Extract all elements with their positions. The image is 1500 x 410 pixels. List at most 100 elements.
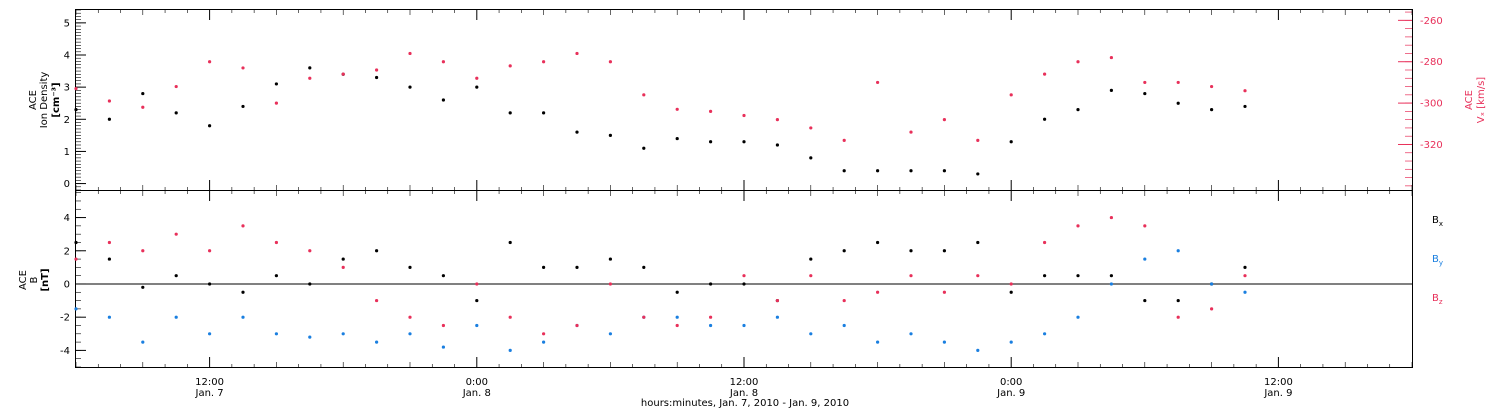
bx-point [909,249,913,253]
bx-point [475,298,479,303]
top-ylabel-line2: Ion Density [39,72,50,129]
by-point [274,332,278,336]
top-right-tick-label: -320 [1420,140,1443,151]
density-point [809,156,813,160]
bottom-panel-frame [75,190,1413,368]
top-ylabel-line3: [cm⁻³] [51,82,62,117]
top-left-tick-label: 1 [64,147,70,158]
vx-point [575,51,579,56]
top-right-ylabel-line1: ACE [1464,90,1475,110]
bz-point [208,249,212,253]
bx-point [174,274,178,278]
vx-point [876,80,880,85]
bz-point [942,290,947,294]
bx-point [876,240,880,245]
bx-point [842,249,846,253]
x-tick-time-label: 12:00 [1264,377,1293,388]
bx-point [642,265,646,269]
density-point [976,172,980,176]
top-left-axis: 0 1 2 3 4 5 [64,9,86,191]
bz-point [909,274,913,278]
density-point [274,82,278,86]
top-right-tick-label: -300 [1420,99,1443,110]
by-point [1076,315,1080,319]
bottom-left-tick-label: 2 [64,246,70,257]
bz-point [675,323,679,328]
density-point [308,66,312,70]
vx-point [1076,60,1080,64]
bx-point [575,265,579,269]
vx-point [976,138,980,142]
bz-point [141,249,145,253]
bx-point [1009,290,1013,294]
bx-point [274,274,278,278]
bx-point [141,285,145,289]
vx-point [842,138,846,142]
by-point [809,332,813,336]
bx-point [208,282,212,286]
top-series-group [74,51,1247,176]
by-point [475,323,479,328]
density-point [876,169,880,173]
density-point [74,108,78,112]
bx-point [107,257,111,261]
density-point [942,169,947,173]
by-point [976,348,980,352]
by-point [1176,249,1180,253]
top-panel-frame [75,9,1413,191]
bottom-left-ylabel: ACE B [nT] [18,268,51,291]
bz-point [742,274,746,278]
bx-point [508,240,512,245]
bottom-left-tick-label: -2 [60,313,70,324]
density-point [1243,104,1247,109]
vx-point [308,76,312,80]
by-point [742,323,746,328]
bz-point [475,282,479,286]
bz-point [1143,224,1147,228]
bz-point [341,265,345,269]
bz-point [174,232,178,236]
density-point [241,104,245,109]
vx-point [475,76,479,80]
vx-point [408,51,412,56]
bz-point [74,257,78,261]
by-point [608,332,613,336]
x-axis-title: hours:minutes, Jan. 7, 2010 - Jan. 9, 20… [641,398,849,409]
bx-point [308,282,312,286]
density-point [742,140,746,144]
bz-point [976,274,980,278]
by-point [909,332,913,336]
density-point [709,140,713,144]
by-point [775,315,780,319]
vx-point [1143,80,1147,85]
density-point [208,124,212,128]
bz-point [375,298,379,303]
bz-point [775,298,780,303]
bz-point [508,315,512,319]
bz-point [441,323,445,328]
bz-point [107,240,111,245]
vx-point [274,101,278,105]
bx-point [809,257,813,261]
bx-point [608,257,613,261]
legend-bz: Bz [1432,293,1443,306]
x-tick-time-label: 12:00 [730,377,759,388]
by-point [441,345,445,349]
bx-point [1043,274,1047,278]
bz-point [809,274,813,278]
density-point [1076,108,1080,112]
by-point [876,340,880,344]
x-tick-date-label: Jan. 7 [195,388,224,399]
bz-point [608,282,613,286]
legend-bx: Bx [1432,215,1443,228]
by-point [508,348,512,352]
bz-point [709,315,713,319]
bz-point [274,240,278,245]
bz-point [1043,240,1047,245]
by-point [709,323,713,328]
density-point [375,75,379,80]
bx-point [1143,298,1147,303]
bx-point [976,240,980,245]
top-right-tick-label: -280 [1420,57,1443,68]
